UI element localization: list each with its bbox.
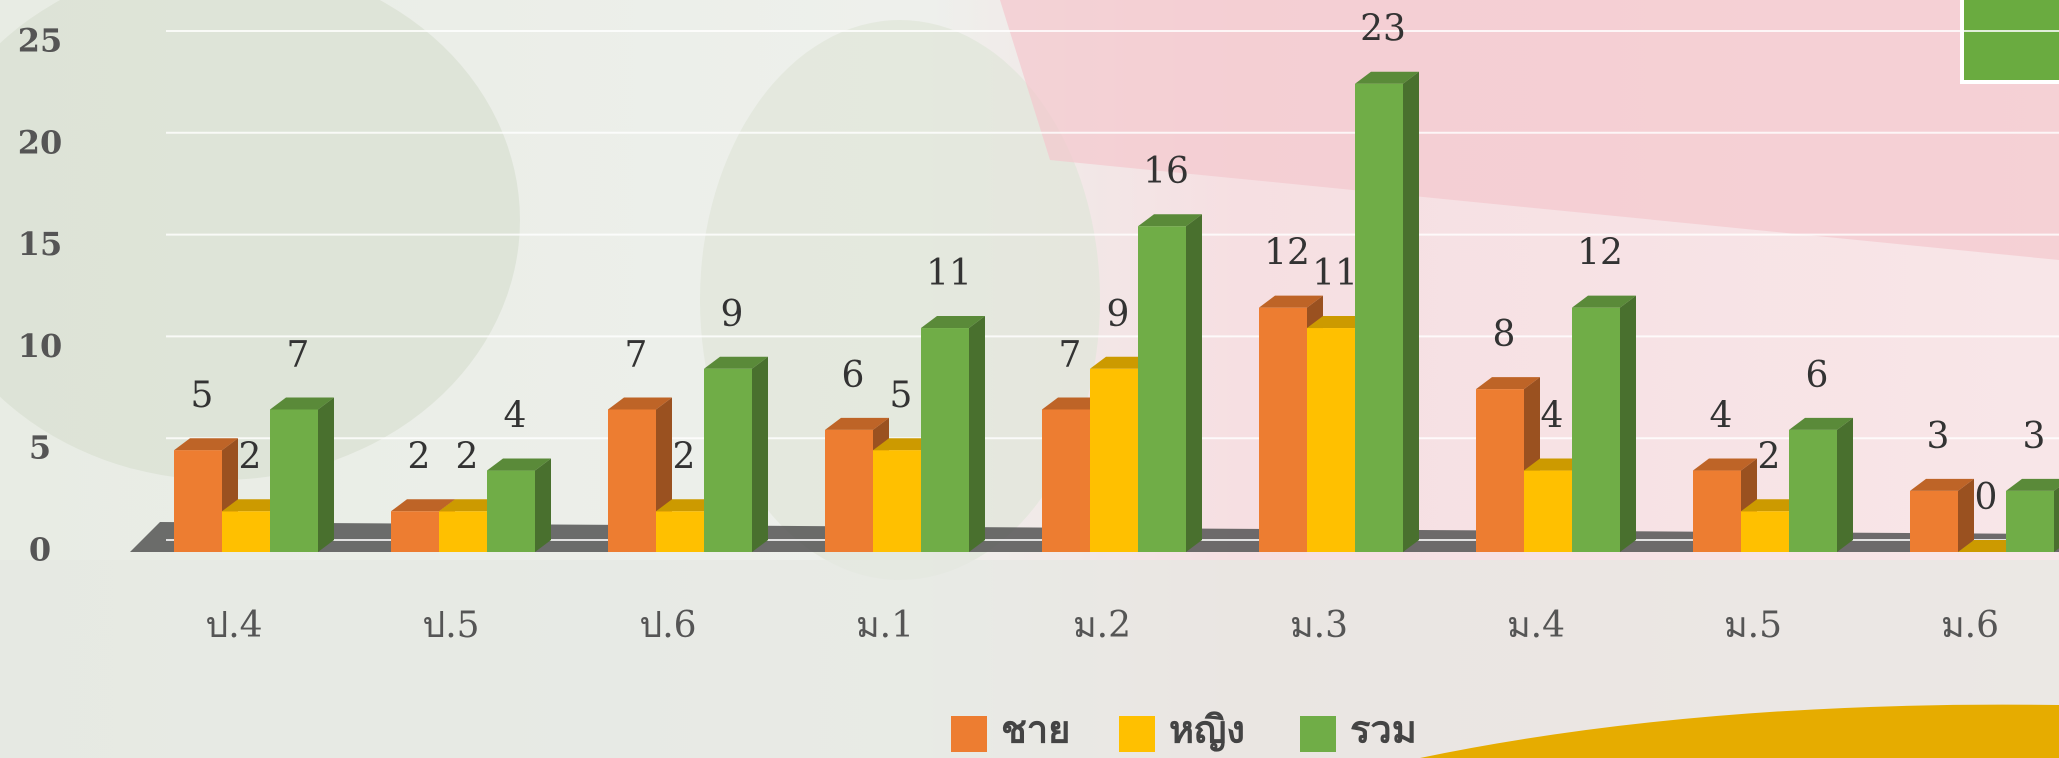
value-label: 3 [2023,416,2046,457]
bar [1042,409,1090,552]
bar-side [1837,418,1853,552]
value-label: 12 [1577,233,1623,274]
y-tick-label: 5 [29,429,51,467]
value-label: 5 [890,375,913,416]
value-label: 11 [926,253,972,294]
bar-side [318,397,334,552]
bar-side [1403,72,1419,552]
value-label: 9 [721,294,744,335]
x-tick-label: ม.1 [856,605,914,646]
bar [608,409,656,552]
bar [1307,328,1355,552]
value-label: 12 [1264,233,1310,274]
bar [1524,471,1572,552]
value-label: 9 [1107,294,1130,335]
bar [1789,430,1837,552]
bar [439,511,487,552]
bar [1910,491,1958,552]
bar [1693,471,1741,552]
value-label: 8 [1493,314,1516,355]
decor-box [1962,0,2059,82]
value-label: 6 [842,355,865,396]
value-label: 2 [1758,436,1781,477]
legend-swatch [1300,716,1336,752]
page: 0510152025ป.4527ป.5224ป.6729ม.16511ม.279… [0,0,2059,758]
legend-swatch [1119,716,1155,752]
value-label: 16 [1143,151,1189,192]
x-tick-label: ป.4 [205,605,262,646]
bar [487,471,535,552]
y-tick-label: 0 [29,531,51,569]
bar [270,409,318,552]
bar-side [969,316,985,552]
y-tick-label: 25 [18,22,63,60]
value-label: 7 [1059,334,1082,375]
legend-label: ชาย [1001,707,1070,752]
bar [1138,226,1186,552]
bar [222,511,270,552]
x-tick-label: ม.2 [1073,605,1131,646]
value-label: 4 [1710,396,1733,437]
value-label: 2 [408,436,431,477]
bar [1259,308,1307,552]
x-tick-label: ม.4 [1507,605,1565,646]
chart: 0510152025ป.4527ป.5224ป.6729ม.16511ม.279… [0,0,2059,758]
bar-side [535,459,551,552]
y-tick-label: 10 [18,327,63,365]
bar-side [1958,479,1974,552]
x-tick-label: ป.5 [422,605,479,646]
bar [704,369,752,552]
legend-label: หญิง [1169,707,1245,752]
bar [825,430,873,552]
bar [1572,308,1620,552]
bar [873,450,921,552]
value-label: 23 [1360,9,1406,50]
x-tick-label: ม.6 [1941,605,1999,646]
value-label: 4 [1541,396,1564,437]
bar [656,511,704,552]
value-label: 2 [239,436,262,477]
value-label: 7 [625,334,648,375]
value-label: 6 [1806,355,1829,396]
bar [391,511,439,552]
y-tick-label: 15 [18,225,63,263]
value-label: 2 [673,436,696,477]
bar-side [1186,214,1202,552]
value-label: 4 [504,396,527,437]
bar [174,450,222,552]
y-tick-label: 20 [18,123,63,161]
x-tick-label: ป.6 [639,605,696,646]
value-label: 3 [1927,416,1950,457]
value-label: 5 [191,375,214,416]
bar [2006,491,2054,552]
value-label: 7 [287,334,310,375]
bar-side [1620,296,1636,552]
legend-swatch [951,716,987,752]
bar [1476,389,1524,552]
value-label: 0 [1975,477,1998,518]
x-tick-label: ม.3 [1290,605,1348,646]
x-tick-label: ม.5 [1724,605,1782,646]
bar [921,328,969,552]
bar [1741,511,1789,552]
value-label: 11 [1312,253,1358,294]
value-label: 2 [456,436,479,477]
bar-side [752,357,768,552]
legend-label: รวม [1350,707,1417,752]
bar [1090,369,1138,552]
bar [1355,84,1403,552]
